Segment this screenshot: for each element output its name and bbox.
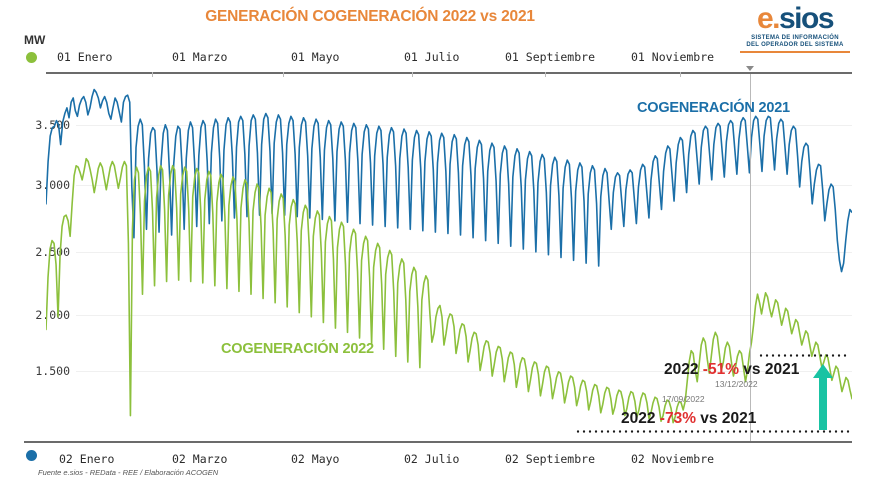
series-line-2021 <box>46 88 852 273</box>
source-note: Fuente e.sios - REData - REE / Elaboraci… <box>38 468 219 477</box>
legend-dot-2021-icon <box>26 450 37 461</box>
top-axis-tick <box>412 72 413 77</box>
top-tick-01-mayo: 01 Mayo <box>291 50 340 64</box>
y-tick-label-2500: 2.500 <box>35 245 70 259</box>
series-label-2022: COGENERACIÓN 2022 <box>221 341 374 357</box>
callout-73-prefix: 2022 <box>621 410 660 427</box>
callout-73-percent: -73% <box>659 410 696 427</box>
top-axis-line <box>46 72 852 74</box>
top-axis-tick <box>283 72 284 77</box>
top-tick-01-julio: 01 Julio <box>404 50 460 64</box>
gridline-2500 <box>76 252 852 253</box>
plot-area <box>46 74 852 441</box>
callout-51-suffix: vs 2021 <box>738 361 800 378</box>
bottom-tick-02-enero: 02 Enero <box>59 452 115 466</box>
logo-text-sios: sios <box>779 2 835 35</box>
series-canvas <box>46 88 852 424</box>
logo-dot-icon: . <box>772 2 780 35</box>
page-title: GENERACIÓN COGENERACIÓN 2022 vs 2021 <box>205 8 535 25</box>
gridline-2000 <box>76 315 852 316</box>
bottom-tick-02-noviembre: 02 Noviembre <box>631 452 715 466</box>
gap-arrow-svg <box>813 364 833 430</box>
bottom-tick-02-julio: 02 Julio <box>404 452 460 466</box>
callout-73-date: 17/09/2022 <box>662 394 705 404</box>
callout-73-suffix: vs 2021 <box>695 410 757 427</box>
callout-dotted-line-73 <box>575 430 850 433</box>
callout-dotted-line-51 <box>758 354 848 357</box>
vertical-marker-triangle-icon <box>746 66 754 71</box>
callout-51-date: 13/12/2022 <box>715 379 758 389</box>
logo-letter-e: e <box>756 2 774 35</box>
y-tick-label-2000: 2.000 <box>35 308 70 322</box>
top-tick-01-noviembre: 01 Noviembre <box>631 50 715 64</box>
top-tick-01-septiembre: 01 Septiembre <box>505 50 596 64</box>
bottom-tick-02-marzo: 02 Marzo <box>172 452 228 466</box>
y-axis-unit-label: MW <box>24 33 46 47</box>
gridline-3500 <box>76 125 852 126</box>
series-label-2021: COGENERACIÓN 2021 <box>637 100 790 116</box>
top-axis-tick <box>152 72 153 77</box>
callout-73: 2022 -73% vs 2021 <box>621 410 756 428</box>
logo-wordmark: e.sios <box>736 4 854 34</box>
gridline-1500 <box>76 371 852 372</box>
vertical-marker-line <box>750 74 751 441</box>
bottom-tick-02-septiembre: 02 Septiembre <box>505 452 596 466</box>
gridline-3000 <box>76 185 852 186</box>
y-tick-label-1500: 1.500 <box>35 364 70 378</box>
top-tick-01-enero: 01 Enero <box>57 50 113 64</box>
esios-logo: e.sios SISTEMA DE INFORMACIÓN DEL OPERAD… <box>736 4 854 53</box>
gap-arrow-icon <box>812 364 834 435</box>
top-axis-tick <box>680 72 681 77</box>
callout-51-percent: -51% <box>702 361 739 378</box>
legend-dot-2022-icon <box>26 52 37 63</box>
top-tick-01-marzo: 01 Marzo <box>172 50 228 64</box>
top-axis-tick <box>545 72 546 77</box>
y-tick-label-3000: 3.000 <box>35 178 70 192</box>
bottom-tick-02-mayo: 02 Mayo <box>291 452 340 466</box>
series-line-2022 <box>46 157 852 424</box>
logo-subtitle-line1: SISTEMA DE INFORMACIÓN <box>751 35 839 41</box>
callout-51: 2022 -51% vs 2021 <box>664 361 799 379</box>
logo-subtitle-line2: DEL OPERADOR DEL SISTEMA <box>746 42 844 48</box>
logo-underline <box>740 51 850 53</box>
callout-51-prefix: 2022 <box>664 361 703 378</box>
bottom-axis-line <box>24 441 852 443</box>
